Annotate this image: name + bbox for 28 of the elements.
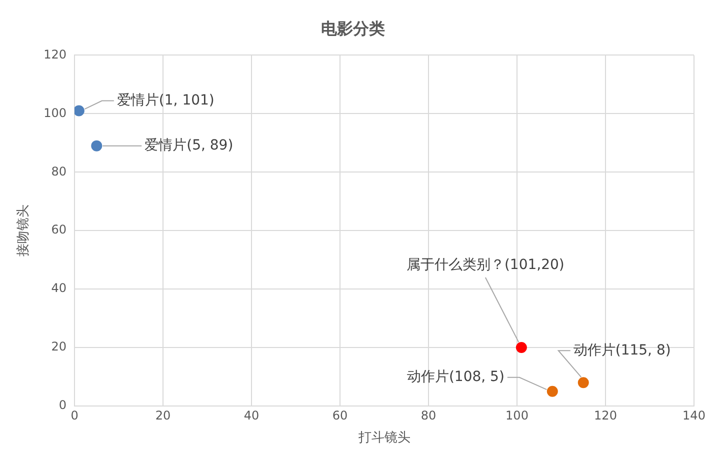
y-tick-label: 60 xyxy=(51,222,67,237)
x-tick-label: 20 xyxy=(155,408,171,422)
annotation: 属于什么类别？(101,20) xyxy=(406,257,564,274)
x-tick-label: 140 xyxy=(682,408,706,422)
x-tick-label: 120 xyxy=(594,408,617,422)
y-tick-label: 120 xyxy=(44,47,67,62)
x-tick-label: 100 xyxy=(506,408,528,422)
annotation: 动作片(108, 5) xyxy=(406,369,504,386)
x-tick-label: 40 xyxy=(244,408,260,422)
x-axis-title: 打斗镜头 xyxy=(357,430,410,446)
y-tick-label: 100 xyxy=(44,106,67,120)
annotation: 动作片(115, 8) xyxy=(573,342,671,358)
annotation: 爱情片(5, 89) xyxy=(144,137,234,154)
y-tick-label: 80 xyxy=(51,164,67,178)
x-tick-label: 80 xyxy=(420,408,436,422)
y-axis-title: 接吻镜头 xyxy=(16,204,32,257)
y-tick-label: 0 xyxy=(58,398,67,412)
y-tick-label: 40 xyxy=(51,281,67,296)
point xyxy=(91,140,102,152)
x-tick-label: 0 xyxy=(70,408,78,422)
point xyxy=(74,105,84,116)
point xyxy=(546,386,558,397)
y-tick-label: 20 xyxy=(51,340,67,354)
x-tick-label: 60 xyxy=(332,408,348,422)
chart-title: 电影分类 xyxy=(321,18,385,38)
point xyxy=(516,342,527,354)
annotation: 爱情片(1, 101) xyxy=(116,92,214,108)
point xyxy=(578,377,589,388)
